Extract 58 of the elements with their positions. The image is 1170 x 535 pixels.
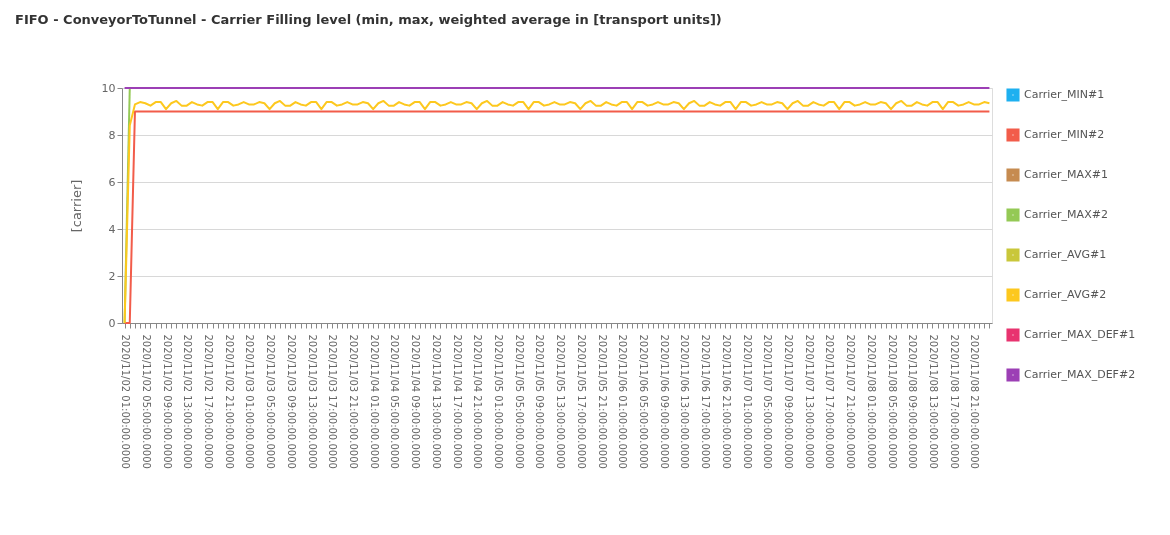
legend-label: Carrier_MAX#2	[1024, 208, 1108, 221]
x-tick-label: 2020/11/03 01:00:00.0000	[244, 334, 256, 469]
x-tick-label: 2020/11/05 21:00:00.0000	[596, 334, 608, 469]
x-tick-label: 2020/11/07 09:00:00.0000	[782, 334, 794, 469]
x-tick-label: 2020/11/06 21:00:00.0000	[720, 334, 732, 469]
y-tick-label: 4	[108, 222, 116, 236]
x-tick-label: 2020/11/06 13:00:00.0000	[679, 334, 691, 469]
x-tick-label: 2020/11/05 01:00:00.0000	[492, 334, 504, 469]
y-tick-label: 6	[108, 175, 116, 189]
x-tick-label: 2020/11/02 05:00:00.0000	[140, 334, 152, 469]
x-tick-label: 2020/11/03 17:00:00.0000	[327, 334, 339, 469]
x-tick-label: 2020/11/07 05:00:00.0000	[762, 334, 774, 469]
x-tick-label: 2020/11/02 09:00:00.0000	[161, 334, 173, 469]
legend-label: Carrier_MAX_DEF#1	[1024, 328, 1136, 341]
legend-label: Carrier_MIN#1	[1024, 88, 1105, 101]
x-tick-label: 2020/11/08 01:00:00.0000	[865, 334, 877, 469]
x-tick-label: 2020/11/06 05:00:00.0000	[637, 334, 649, 469]
x-tick-label: 2020/11/05 17:00:00.0000	[575, 334, 587, 469]
x-tick-label: 2020/11/07 13:00:00.0000	[803, 334, 815, 469]
x-tick-label: 2020/11/05 05:00:00.0000	[513, 334, 525, 469]
x-tick-label: 2020/11/05 13:00:00.0000	[555, 334, 567, 469]
legend-label: Carrier_MAX#1	[1024, 168, 1108, 181]
x-tick-label: 2020/11/06 17:00:00.0000	[700, 334, 712, 469]
x-tick-label: 2020/11/03 09:00:00.0000	[285, 334, 297, 469]
y-tick-label: 10	[101, 81, 116, 95]
x-tick-label: 2020/11/08 21:00:00.0000	[969, 334, 981, 469]
x-tick-label: 2020/11/05 09:00:00.0000	[534, 334, 546, 469]
x-tick-label: 2020/11/02 13:00:00.0000	[182, 334, 194, 469]
x-tick-label: 2020/11/04 21:00:00.0000	[472, 334, 484, 469]
x-tick-label: 2020/11/07 17:00:00.0000	[824, 334, 836, 469]
legend-label: Carrier_MIN#2	[1024, 128, 1105, 141]
x-tick-label: 2020/11/04 01:00:00.0000	[368, 334, 380, 469]
y-tick-label: 0	[108, 316, 116, 330]
x-tick-label: 2020/11/07 01:00:00.0000	[741, 334, 753, 469]
x-tick-label: 2020/11/04 13:00:00.0000	[430, 334, 442, 469]
x-tick-label: 2020/11/04 17:00:00.0000	[451, 334, 463, 469]
x-tick-label: 2020/11/08 05:00:00.0000	[886, 334, 898, 469]
legend-label: Carrier_AVG#2	[1024, 288, 1107, 301]
x-tick-label: 2020/11/03 21:00:00.0000	[347, 334, 359, 469]
x-tick-label: 2020/11/08 09:00:00.0000	[907, 334, 919, 469]
x-tick-label: 2020/11/08 13:00:00.0000	[927, 334, 939, 469]
x-tick-label: 2020/11/02 01:00:00.0000	[120, 334, 132, 469]
y-tick-label: 2	[108, 269, 116, 283]
x-tick-label: 2020/11/04 09:00:00.0000	[410, 334, 422, 469]
y-axis-title: [carrier]	[68, 179, 84, 233]
x-tick-label: 2020/11/06 01:00:00.0000	[617, 334, 629, 469]
legend-label: Carrier_MAX_DEF#2	[1024, 368, 1136, 381]
x-tick-label: 2020/11/02 17:00:00.0000	[202, 334, 214, 469]
x-tick-label: 2020/11/06 09:00:00.0000	[658, 334, 670, 469]
x-tick-label: 2020/11/02 21:00:00.0000	[223, 334, 235, 469]
legend-label: Carrier_AVG#1	[1024, 248, 1107, 261]
x-tick-label: 2020/11/08 17:00:00.0000	[948, 334, 960, 469]
x-tick-label: 2020/11/03 13:00:00.0000	[306, 334, 318, 469]
x-tick-label: 2020/11/04 05:00:00.0000	[389, 334, 401, 469]
x-tick-label: 2020/11/07 21:00:00.0000	[845, 334, 857, 469]
y-tick-label: 8	[108, 128, 116, 142]
chart-title: FIFO - ConveyorToTunnel - Carrier Filling level (min, max, weighted average in [transport units])	[15, 12, 722, 27]
x-tick-label: 2020/11/03 05:00:00.0000	[265, 334, 277, 469]
